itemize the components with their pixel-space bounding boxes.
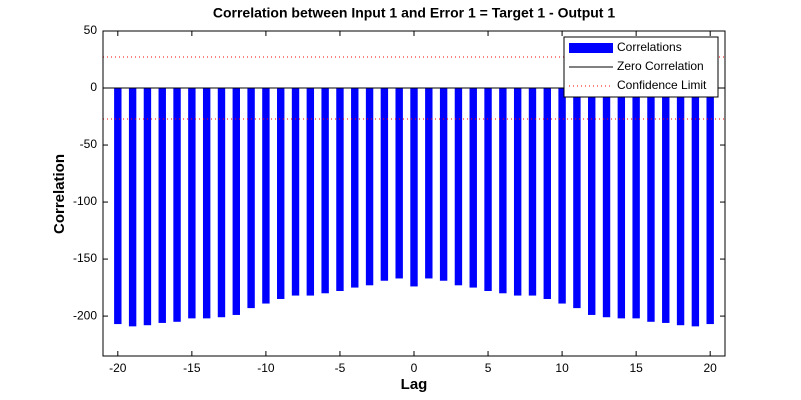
bar xyxy=(128,88,137,327)
legend-swatch xyxy=(569,43,613,53)
bar xyxy=(202,88,211,319)
x-tick-label: 10 xyxy=(555,361,569,375)
bar xyxy=(499,88,507,294)
bar xyxy=(365,88,374,286)
bar xyxy=(558,88,566,304)
legend: Correlations Zero Correlation Confidence L… xyxy=(563,36,719,98)
bar xyxy=(277,88,285,299)
y-axis-label: Correlation xyxy=(51,154,68,234)
bar xyxy=(188,88,196,319)
x-tick-label: -5 xyxy=(335,361,346,375)
bar xyxy=(454,88,463,286)
legend-label: Correlations xyxy=(617,40,682,54)
bar xyxy=(262,88,270,304)
bar xyxy=(543,88,551,299)
bar xyxy=(676,88,685,326)
y-tick-label: -150 xyxy=(73,251,97,265)
bar xyxy=(306,88,315,296)
bar xyxy=(410,88,418,287)
bar xyxy=(232,88,240,315)
y-tick-label: -100 xyxy=(73,194,97,208)
bar xyxy=(617,88,626,319)
bar xyxy=(632,88,640,319)
bar xyxy=(247,88,255,309)
x-tick-label: -10 xyxy=(257,361,275,375)
x-tick-label: 20 xyxy=(704,361,718,375)
bar xyxy=(484,88,492,291)
x-tick-label: 0 xyxy=(411,361,418,375)
bar xyxy=(588,88,596,315)
x-axis-label: Lag xyxy=(401,376,428,393)
bar xyxy=(691,88,700,327)
bar xyxy=(380,88,389,281)
bar xyxy=(336,88,344,291)
bar xyxy=(173,88,181,322)
legend-label: Zero Correlation xyxy=(617,59,704,73)
bar xyxy=(647,88,655,322)
x-tick-label: -20 xyxy=(109,361,127,375)
bar xyxy=(114,88,122,325)
bar xyxy=(291,88,300,296)
x-tick-label: 5 xyxy=(485,361,492,375)
bar xyxy=(217,88,226,318)
bar xyxy=(528,88,537,296)
y-tick-label: 50 xyxy=(84,23,98,37)
y-tick-label: -200 xyxy=(73,308,97,322)
bar xyxy=(321,88,329,294)
x-tick-label: -15 xyxy=(183,361,201,375)
bar xyxy=(425,88,433,279)
bar xyxy=(602,88,611,318)
bar xyxy=(662,88,670,323)
legend-label: Confidence Limit xyxy=(617,78,707,92)
y-tick-label: -50 xyxy=(80,137,98,151)
bar xyxy=(439,88,448,281)
bar xyxy=(573,88,581,309)
bar xyxy=(395,88,403,279)
bar xyxy=(143,88,152,326)
bar xyxy=(706,88,714,325)
bar xyxy=(158,88,166,323)
bar xyxy=(351,88,359,288)
y-tick-label: 0 xyxy=(90,80,97,94)
chart-title: Correlation between Input 1 and Error 1 … xyxy=(213,5,616,21)
bar xyxy=(469,88,477,288)
x-tick-label: 15 xyxy=(629,361,643,375)
bar xyxy=(513,88,522,296)
